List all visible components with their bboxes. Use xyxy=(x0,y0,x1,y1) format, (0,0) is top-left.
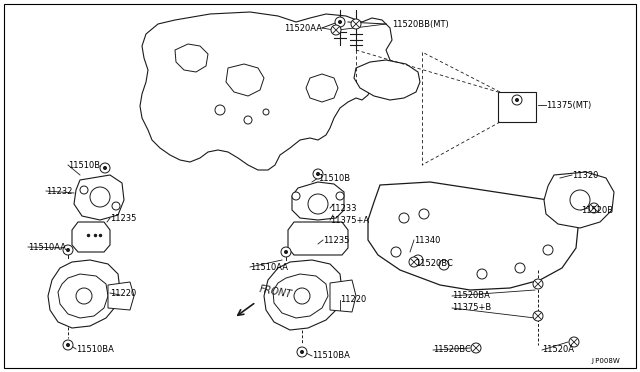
Text: 11320: 11320 xyxy=(572,170,598,180)
Text: 11510BA: 11510BA xyxy=(312,352,350,360)
Circle shape xyxy=(281,247,291,257)
Circle shape xyxy=(399,213,409,223)
Polygon shape xyxy=(226,64,264,96)
Text: 11510AA: 11510AA xyxy=(250,263,288,272)
Text: 11510BA: 11510BA xyxy=(76,344,114,353)
Polygon shape xyxy=(368,182,578,290)
Polygon shape xyxy=(72,222,110,252)
Circle shape xyxy=(80,186,88,194)
Circle shape xyxy=(569,337,579,347)
Polygon shape xyxy=(140,12,392,170)
Circle shape xyxy=(63,340,73,350)
Polygon shape xyxy=(108,282,134,310)
Circle shape xyxy=(294,288,310,304)
Text: 11375+B: 11375+B xyxy=(452,304,492,312)
Text: 11520BB(MT): 11520BB(MT) xyxy=(392,19,449,29)
Text: 11520A: 11520A xyxy=(542,346,574,355)
Polygon shape xyxy=(175,44,208,72)
Circle shape xyxy=(477,269,487,279)
Circle shape xyxy=(63,245,73,255)
Text: 11510B: 11510B xyxy=(68,160,100,170)
Circle shape xyxy=(391,247,401,257)
Text: 11520BC: 11520BC xyxy=(415,259,453,267)
Circle shape xyxy=(570,190,590,210)
Text: 11510B: 11510B xyxy=(318,173,350,183)
Circle shape xyxy=(413,255,423,265)
Text: 11233: 11233 xyxy=(330,203,356,212)
Bar xyxy=(498,92,536,122)
Circle shape xyxy=(285,250,287,253)
Circle shape xyxy=(100,163,110,173)
Text: 11220: 11220 xyxy=(110,289,136,298)
Polygon shape xyxy=(48,260,120,328)
Circle shape xyxy=(90,187,110,207)
Text: FRONT: FRONT xyxy=(258,284,292,300)
Polygon shape xyxy=(264,260,342,330)
Text: 11340: 11340 xyxy=(414,235,440,244)
Circle shape xyxy=(533,279,543,289)
Circle shape xyxy=(515,99,518,102)
Text: 11510AA: 11510AA xyxy=(28,243,66,251)
Circle shape xyxy=(104,167,106,170)
Circle shape xyxy=(76,288,92,304)
Circle shape xyxy=(543,245,553,255)
Circle shape xyxy=(589,203,599,213)
Text: 11220: 11220 xyxy=(340,295,366,305)
Polygon shape xyxy=(292,182,344,220)
Text: 11235: 11235 xyxy=(323,235,349,244)
Circle shape xyxy=(67,248,70,251)
Text: 11520BC: 11520BC xyxy=(433,346,471,355)
Text: 11235: 11235 xyxy=(110,214,136,222)
Text: 11520AA: 11520AA xyxy=(284,23,322,32)
Polygon shape xyxy=(544,172,614,228)
Text: 11520BA: 11520BA xyxy=(452,292,490,301)
Circle shape xyxy=(409,257,419,267)
Polygon shape xyxy=(58,274,108,318)
Circle shape xyxy=(515,263,525,273)
Circle shape xyxy=(439,260,449,270)
Text: 11232: 11232 xyxy=(46,186,72,196)
Circle shape xyxy=(317,173,319,176)
Polygon shape xyxy=(306,74,338,102)
Circle shape xyxy=(533,311,543,321)
Circle shape xyxy=(336,192,344,200)
Polygon shape xyxy=(74,175,124,220)
Circle shape xyxy=(67,343,70,346)
Circle shape xyxy=(308,194,328,214)
Circle shape xyxy=(512,95,522,105)
Circle shape xyxy=(244,116,252,124)
Polygon shape xyxy=(330,280,356,312)
Circle shape xyxy=(339,20,342,23)
Circle shape xyxy=(471,343,481,353)
Polygon shape xyxy=(288,222,348,255)
Text: 11375(MT): 11375(MT) xyxy=(546,100,591,109)
Polygon shape xyxy=(273,274,328,318)
Circle shape xyxy=(263,109,269,115)
Text: 11520B: 11520B xyxy=(581,205,613,215)
Text: 11375+A: 11375+A xyxy=(330,215,369,224)
Circle shape xyxy=(331,25,341,35)
Circle shape xyxy=(313,169,323,179)
Circle shape xyxy=(292,192,300,200)
Polygon shape xyxy=(354,60,420,100)
Circle shape xyxy=(112,202,120,210)
Circle shape xyxy=(335,17,345,27)
Circle shape xyxy=(351,19,361,29)
Circle shape xyxy=(419,209,429,219)
Text: J P008W: J P008W xyxy=(591,358,620,364)
Circle shape xyxy=(297,347,307,357)
Circle shape xyxy=(301,350,303,353)
Circle shape xyxy=(215,105,225,115)
